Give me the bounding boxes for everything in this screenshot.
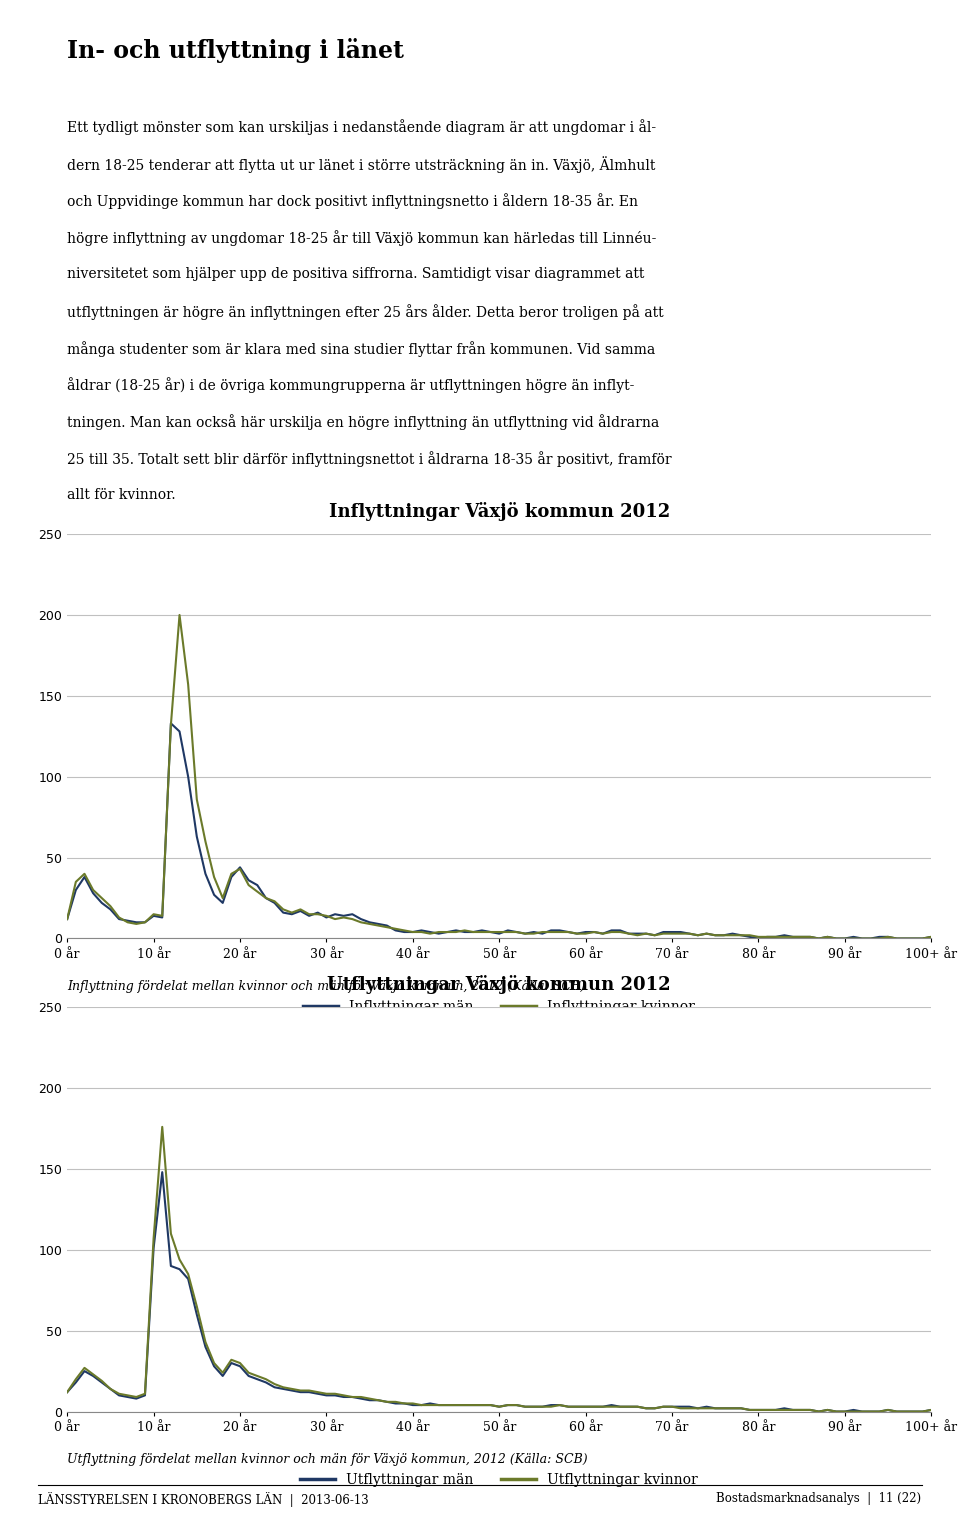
- Text: Bostadsmarknadsanalys  |  11 (22): Bostadsmarknadsanalys | 11 (22): [716, 1492, 922, 1506]
- Text: Ett tydligt mönster som kan urskiljas i nedanstående diagram är att ungdomar i å: Ett tydligt mönster som kan urskiljas i …: [67, 119, 657, 136]
- Text: åldrar (18-25 år) i de övriga kommungrupperna är utflyttningen högre än inflyt-: åldrar (18-25 år) i de övriga kommungrup…: [67, 377, 635, 394]
- Text: utflyttningen är högre än inflyttningen efter 25 års ålder. Detta beror troligen: utflyttningen är högre än inflyttningen …: [67, 304, 663, 319]
- Text: Utflyttning fördelat mellan kvinnor och män för Växjö kommun, 2012 (Källa: SCB): Utflyttning fördelat mellan kvinnor och …: [67, 1453, 588, 1466]
- Text: högre inflyttning av ungdomar 18-25 år till Växjö kommun kan härledas till Linné: högre inflyttning av ungdomar 18-25 år t…: [67, 230, 657, 246]
- Text: 25 till 35. Totalt sett blir därför inflyttningsnettot i åldrarna 18-35 år posit: 25 till 35. Totalt sett blir därför infl…: [67, 452, 672, 467]
- Title: Inflyttningar Växjö kommun 2012: Inflyttningar Växjö kommun 2012: [328, 502, 670, 522]
- Text: allt för kvinnor.: allt för kvinnor.: [67, 488, 176, 502]
- Text: niversitetet som hjälper upp de positiva siffrorna. Samtidigt visar diagrammet a: niversitetet som hjälper upp de positiva…: [67, 267, 644, 281]
- Text: tningen. Man kan också här urskilja en högre inflyttning än utflyttning vid åldr: tningen. Man kan också här urskilja en h…: [67, 415, 660, 430]
- Legend: Utflyttningar män, Utflyttningar kvinnor: Utflyttningar män, Utflyttningar kvinnor: [295, 1466, 704, 1492]
- Text: LÄNSSTYRELSEN I KRONOBERGS LÄN  |  2013-06-13: LÄNSSTYRELSEN I KRONOBERGS LÄN | 2013-06…: [38, 1492, 370, 1508]
- Legend: Inflyttningar män, Inflyttningar kvinnor: Inflyttningar män, Inflyttningar kvinnor: [298, 993, 701, 1019]
- Text: många studenter som är klara med sina studier flyttar från kommunen. Vid samma: många studenter som är klara med sina st…: [67, 340, 656, 357]
- Text: dern 18-25 tenderar att flytta ut ur länet i större utsträckning än in. Växjö, Ä: dern 18-25 tenderar att flytta ut ur län…: [67, 156, 656, 172]
- Text: Inflyttning fördelat mellan kvinnor och män för Växjö kommun, 2012 (Källa: SCB): Inflyttning fördelat mellan kvinnor och …: [67, 980, 586, 993]
- Text: och Uppvidinge kommun har dock positivt inflyttningsnetto i åldern 18-35 år. En: och Uppvidinge kommun har dock positivt …: [67, 192, 638, 209]
- Text: In- och utflyttning i länet: In- och utflyttning i länet: [67, 38, 404, 63]
- Title: Utflyttningar Växjö kommun 2012: Utflyttningar Växjö kommun 2012: [327, 975, 671, 995]
